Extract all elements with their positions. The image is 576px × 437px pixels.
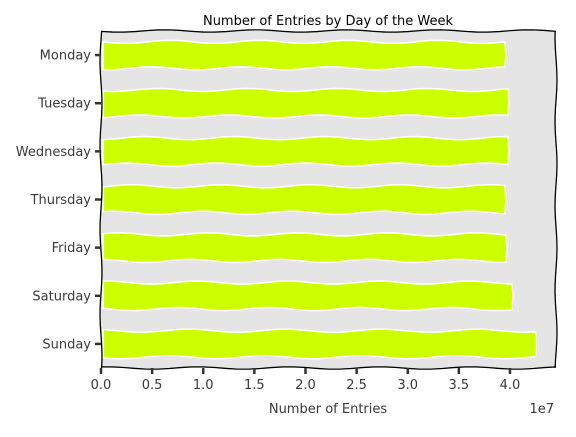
x-ticks: 0.0 0.5 1.0 1.5 2.0 2.5 3.0 3.5 4.0 — [91, 368, 521, 393]
x-axis-label: Number of Entries — [269, 402, 388, 417]
bar-tuesday — [102, 87, 510, 119]
y-tick-label-sunday: Sunday — [42, 337, 91, 352]
y-tick-label-friday: Friday — [52, 241, 92, 256]
x-tick-label-0-5: 0.5 — [142, 378, 163, 393]
bar-wednesday — [102, 135, 510, 167]
bar-thursday — [102, 183, 507, 216]
y-tick-label-monday: Monday — [40, 49, 92, 64]
x-tick-label-3-5: 3.5 — [449, 378, 470, 393]
x-tick-label-1-5: 1.5 — [244, 378, 265, 393]
y-tick-label-saturday: Saturday — [32, 289, 91, 304]
bar-monday — [102, 39, 507, 71]
y-tick-label-thursday: Thursday — [30, 193, 92, 208]
x-tick-label-3-0: 3.0 — [397, 378, 418, 393]
bar-friday — [102, 232, 508, 264]
y-tick-label-wednesday: Wednesday — [16, 145, 92, 160]
x-tick-label-0-0: 0.0 — [91, 378, 112, 393]
x-tick-label-2-5: 2.5 — [346, 378, 367, 393]
x-tick-label-1-0: 1.0 — [193, 378, 214, 393]
x-tick-label-4-0: 4.0 — [500, 378, 521, 393]
x-axis-offset-label: 1e7 — [529, 402, 554, 417]
x-tick-label-2-0: 2.0 — [295, 378, 316, 393]
chart-title: Number of Entries by Day of the Week — [203, 14, 454, 29]
y-ticks: Monday Tuesday Wednesday Thursday Friday Satu… — [16, 49, 101, 352]
plot-frame — [99, 29, 558, 370]
bars-layer — [102, 39, 538, 360]
bar-saturday — [102, 280, 514, 312]
bar-sunday — [102, 328, 538, 360]
y-tick-label-tuesday: Tuesday — [37, 97, 91, 112]
